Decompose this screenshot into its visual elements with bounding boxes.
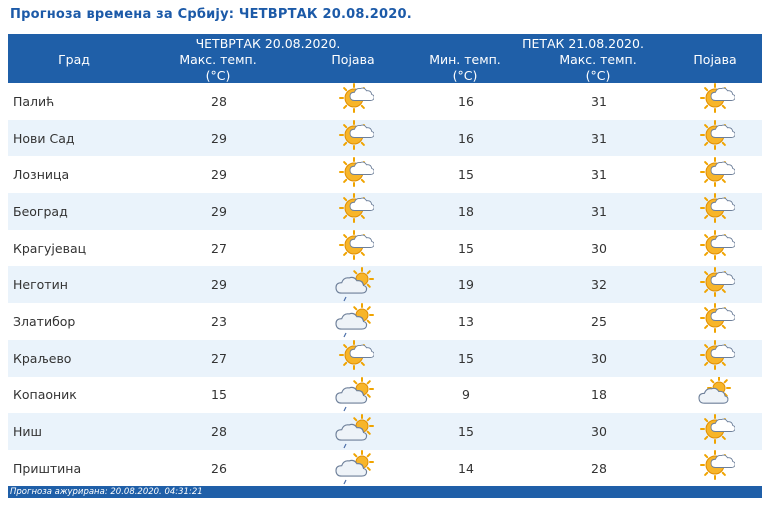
day2-max-temp: 30 [591,350,607,366]
day2-min-temp: 9 [462,387,470,403]
forecast-table: Град ЧЕТВРТАК 20.08.2020. Макс. темп. (°… [8,34,762,487]
day1-max-temp: 28 [211,93,227,109]
table-row: Ниш 28 15 30 [8,413,762,450]
sun-cloud-icon [324,156,384,193]
day1-max-temp: 29 [211,167,227,183]
city-name: Палић [13,93,55,109]
sun-cloud-icon [685,193,745,230]
sun-cloud-icon [685,413,745,450]
city-name: Златибор [13,313,76,329]
table-row: Палић 28 16 31 [8,83,762,120]
day1-max-temp: 29 [211,130,227,146]
day1-max-temp: 29 [211,277,227,293]
table-header: Град ЧЕТВРТАК 20.08.2020. Макс. темп. (°… [8,34,762,83]
cloud-sun-rain-icon [324,450,384,487]
header-day1-max: Макс. темп. [179,52,257,67]
day2-max-temp: 31 [591,130,607,146]
header-day1: ЧЕТВРТАК 20.08.2020. [195,36,341,51]
day2-max-temp: 30 [591,424,607,440]
day2-min-temp: 15 [458,240,474,256]
day2-max-temp: 31 [591,93,607,109]
cloud-sun-rain-icon [324,303,384,340]
sun-cloud-icon [685,83,745,120]
day2-min-temp: 15 [458,424,474,440]
sun-cloud-icon [324,120,384,157]
table-row: Крагујевац 27 15 30 [8,229,762,267]
header-day2-phenomenon: Појава [693,52,737,67]
sun-cloud-icon [324,83,384,120]
city-name: Копаоник [13,387,77,403]
day2-min-temp: 18 [458,203,474,219]
page-title: Прогноза времена за Србију: ЧЕТВРТАК 20.… [10,7,412,22]
sun-cloud-icon [324,230,384,267]
day1-max-temp: 27 [211,240,227,256]
day2-min-temp: 19 [458,277,474,293]
day1-max-temp: 27 [211,350,227,366]
header-day2-min-unit: (°C) [452,68,478,83]
day2-max-temp: 18 [591,387,607,403]
sun-cloud-icon [324,340,384,377]
update-footer: Прогноза ажурирана: 20.08.2020. 04:31:21 [8,486,762,498]
day1-max-temp: 26 [211,460,227,476]
city-name: Краљево [13,350,72,366]
city-name: Приштина [13,460,82,476]
day1-max-temp: 29 [211,203,227,219]
cloud-sun-rain-icon [324,376,384,414]
day1-max-temp: 28 [211,424,227,440]
city-name: Београд [13,203,68,219]
day2-max-temp: 31 [591,167,607,183]
sun-cloud-icon [685,450,745,487]
sun-cloud-icon [324,193,384,230]
table-row: Копаоник 15 9 18 [8,376,762,414]
table-row: Златибор 23 13 25 [8,303,762,340]
day1-max-temp: 15 [211,387,227,403]
table-row: Неготин 29 19 32 [8,266,762,304]
cloud-sun-icon [685,376,745,414]
city-name: Крагујевац [13,240,87,256]
city-name: Ниш [13,424,42,440]
day2-max-temp: 31 [591,203,607,219]
day2-min-temp: 14 [458,460,474,476]
table-row: Нови Сад 29 16 31 [8,119,762,157]
city-name: Неготин [13,277,68,293]
update-timestamp: Прогноза ажурирана: 20.08.2020. 04:31:21 [10,487,203,497]
day2-min-temp: 15 [458,350,474,366]
table-body: Палић 28 16 31 Нови Сад 29 16 31 Лозница… [8,83,762,487]
header-day2-min: Мин. темп. [429,52,501,67]
sun-cloud-icon [685,266,745,303]
table-row: Краљево 27 15 30 [8,339,762,377]
cloud-sun-rain-icon [324,266,384,303]
header-day2-max-unit: (°C) [585,68,611,83]
city-name: Лозница [13,167,70,183]
header-day2: ПЕТАК 21.08.2020. [522,36,644,51]
day2-min-temp: 13 [458,313,474,329]
day2-max-temp: 28 [591,460,607,476]
cloud-sun-rain-icon [324,413,384,450]
day2-max-temp: 25 [591,313,607,329]
header-day1-phenomenon: Појава [331,52,375,67]
table-row: Приштина 26 14 28 [8,449,762,487]
table-row: Београд 29 18 31 [8,193,762,230]
day1-max-temp: 23 [211,313,227,329]
day2-min-temp: 16 [458,93,474,109]
day2-max-temp: 32 [591,277,607,293]
sun-cloud-icon [685,156,745,193]
city-name: Нови Сад [13,130,75,146]
header-day2-max: Макс. темп. [559,52,637,67]
header-day1-unit: (°C) [205,68,231,83]
day2-max-temp: 30 [591,240,607,256]
table-row: Лозница 29 15 31 [8,156,762,194]
day2-min-temp: 15 [458,167,474,183]
day2-min-temp: 16 [458,130,474,146]
sun-cloud-icon [685,303,745,340]
sun-cloud-icon [685,230,745,267]
sun-cloud-icon [685,120,745,157]
header-city: Град [58,52,90,67]
sun-cloud-icon [685,340,745,377]
